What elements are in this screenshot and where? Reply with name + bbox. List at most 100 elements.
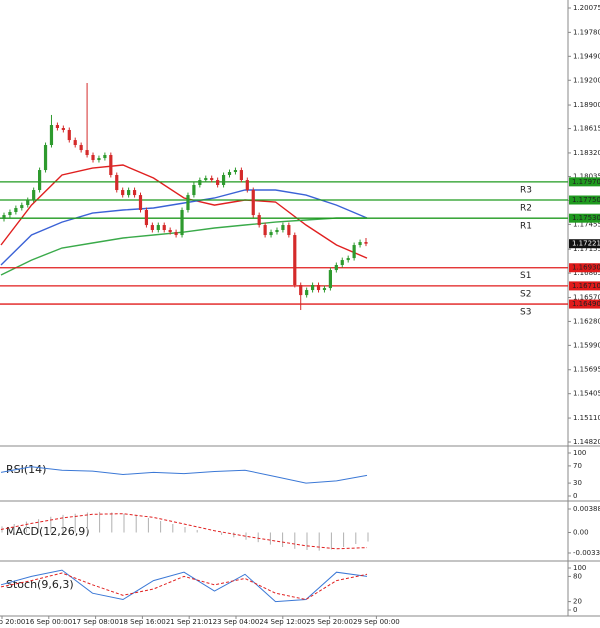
candle-body	[210, 178, 214, 181]
candle-body	[38, 170, 42, 191]
candle-body	[358, 242, 362, 246]
y-tick-label: 1.16570	[573, 293, 600, 301]
candle-body	[269, 232, 273, 236]
candle-body	[26, 200, 30, 206]
price-tag-label: 1.16930	[572, 264, 600, 272]
candle-body	[14, 208, 18, 212]
y-tick-label: 1.18615	[573, 125, 600, 133]
level-name: S3	[520, 308, 531, 318]
y-tick-label: 20	[573, 598, 582, 606]
candle-body	[49, 125, 54, 146]
level-name: R1	[520, 222, 532, 232]
level-name: R3	[520, 185, 532, 195]
candle-body	[346, 258, 350, 261]
y-tick-label: 1.14820	[573, 438, 600, 446]
candle-body	[8, 211, 12, 216]
candle-body	[156, 225, 160, 230]
candle-body	[127, 190, 131, 196]
candle-body	[293, 235, 297, 286]
candle-body	[79, 145, 83, 151]
x-tick-label: 18 Sep 16:00	[119, 618, 166, 626]
candle-body	[305, 290, 309, 296]
indicator-line	[0, 572, 368, 601]
candle-body	[233, 170, 238, 173]
price-tag	[569, 195, 600, 205]
y-tick-label: 100	[573, 564, 586, 572]
candle-body	[204, 178, 208, 181]
moving-average	[0, 189, 368, 266]
moving-average	[0, 217, 367, 276]
y-tick-label: 70	[573, 462, 582, 470]
y-tick-label: -0.00339	[573, 549, 600, 557]
y-tick-label: 1.19780	[573, 28, 600, 36]
candle-body	[352, 245, 356, 259]
x-tick-label: 21 Sep 21:01	[166, 618, 213, 626]
y-tick-label: 1.16865	[573, 269, 600, 277]
price-tag-label: 1.16710	[572, 282, 600, 290]
x-tick-label: 14 Sep 20:00	[0, 618, 25, 626]
candle-body	[287, 225, 291, 236]
indicator-line	[0, 466, 368, 484]
y-tick-label: 1.19200	[573, 76, 600, 84]
current-price-tag	[569, 239, 600, 249]
candle-body	[144, 210, 149, 226]
current-price-label: 1.17221	[572, 240, 600, 248]
candle-body	[334, 265, 338, 271]
indicator-line	[0, 513, 368, 550]
x-tick-label: 29 Sep 00:00	[353, 618, 400, 626]
candle-body	[328, 270, 332, 289]
candle-body	[340, 260, 344, 266]
candle-body	[364, 242, 368, 244]
level-name: S1	[520, 271, 531, 281]
candle-body	[216, 180, 220, 185]
y-tick-label: 1.17155	[573, 245, 600, 253]
candle-body	[43, 145, 48, 171]
price-tag	[569, 263, 600, 273]
price-tag	[569, 213, 600, 223]
candle-body	[32, 190, 36, 201]
candle-body	[239, 170, 243, 181]
y-tick-label: 0.00	[573, 528, 589, 536]
candle-body	[73, 140, 77, 146]
panel-label: Stoch(9,6,3)	[6, 578, 74, 591]
y-tick-label: 100	[573, 449, 586, 457]
candle-body	[85, 150, 89, 156]
price-tag-label: 1.17970	[572, 178, 600, 186]
panel-label: MACD(12,26,9)	[6, 525, 90, 538]
candle-body	[310, 285, 315, 291]
candle-body	[221, 174, 226, 185]
candle-body	[281, 225, 285, 230]
price-tag	[569, 177, 600, 187]
y-tick-label: 1.18035	[573, 172, 600, 180]
candle-body	[97, 158, 101, 161]
indicator-line	[0, 569, 368, 603]
x-tick-label: 16 Sep 00:00	[25, 618, 72, 626]
level-name: S2	[520, 289, 531, 299]
y-tick-label: 1.17455	[573, 220, 600, 228]
candle-body	[2, 215, 6, 220]
candle-body	[251, 190, 255, 216]
candle-body	[257, 215, 261, 226]
candle-body	[55, 125, 60, 129]
candle-body	[61, 128, 65, 130]
candle-body	[162, 225, 166, 230]
candle-body	[138, 195, 143, 211]
candle-body	[263, 225, 267, 236]
y-tick-label: 1.15695	[573, 366, 600, 374]
price-tag-label: 1.16490	[572, 300, 600, 308]
x-tick-label: 23 Sep 04:00	[213, 618, 260, 626]
x-tick-label: 17 Sep 08:00	[72, 618, 119, 626]
candle-body	[192, 184, 196, 196]
candle-body	[109, 155, 113, 175]
price-tag	[569, 281, 600, 291]
candle-body	[150, 225, 154, 230]
y-tick-label: 1.15405	[573, 390, 600, 398]
y-tick-label: 30	[573, 479, 582, 487]
y-tick-label: 1.19490	[573, 52, 600, 60]
candle-body	[103, 155, 107, 159]
y-tick-label: 1.18900	[573, 101, 600, 109]
candle-body	[132, 190, 137, 196]
moving-average	[0, 164, 368, 259]
